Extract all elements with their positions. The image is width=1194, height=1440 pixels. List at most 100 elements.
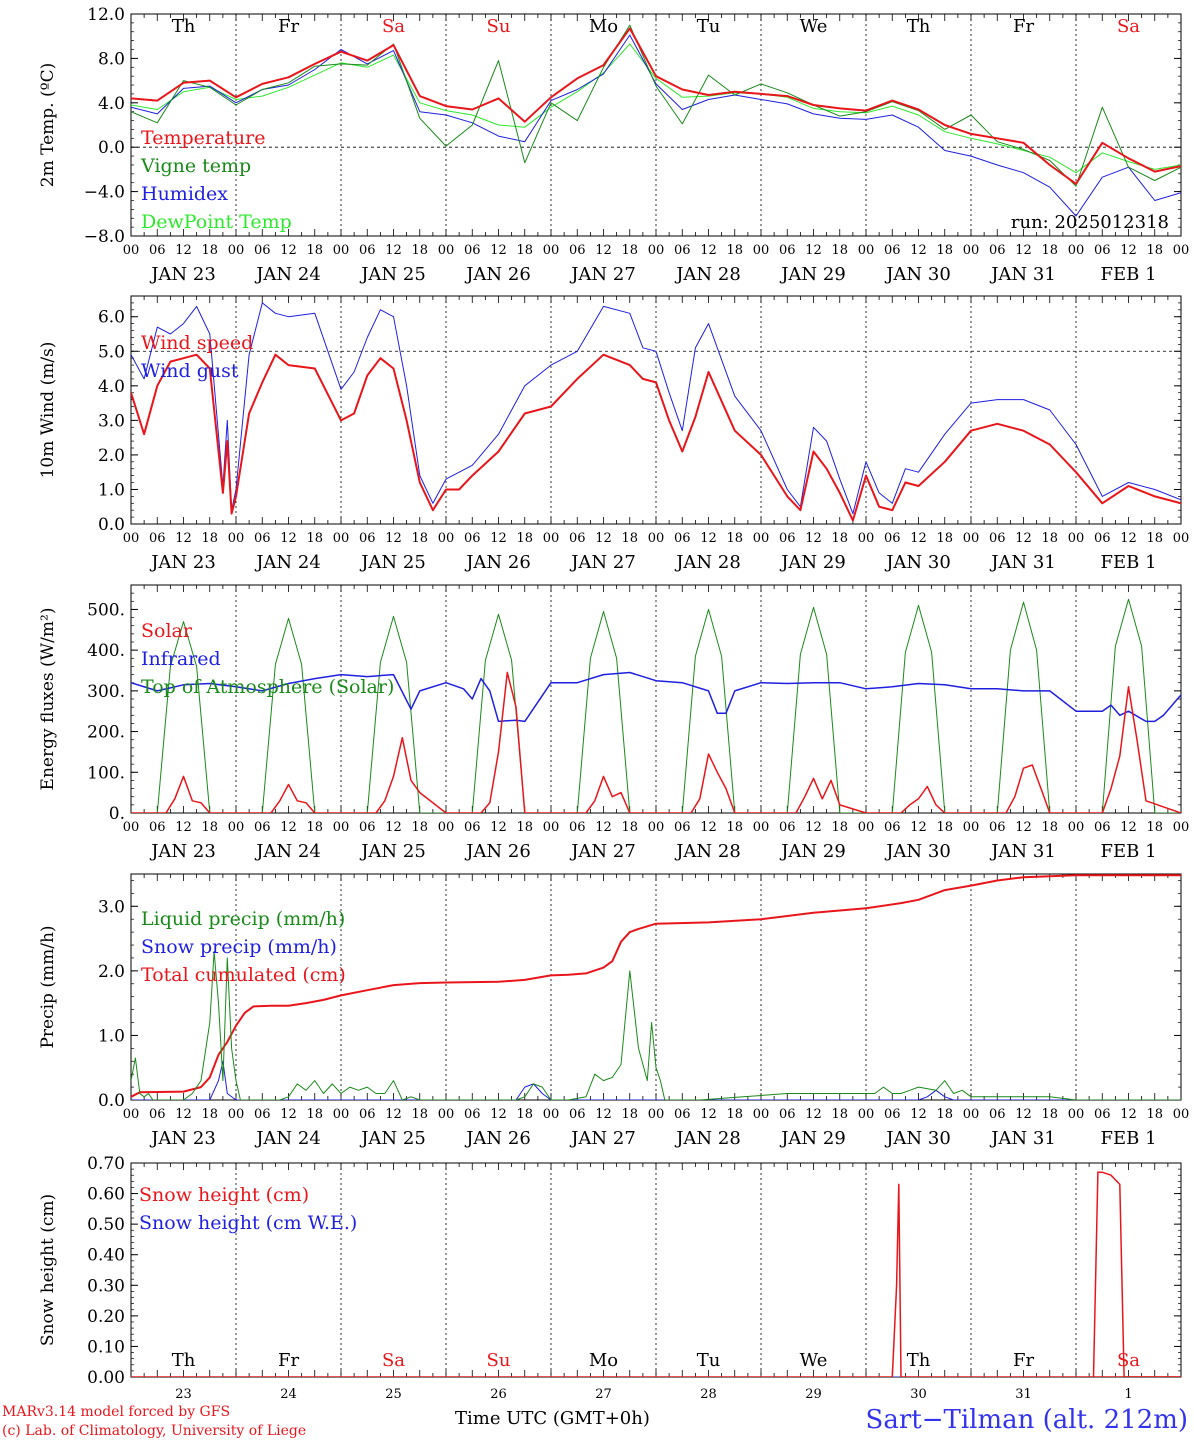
legend-entry: Humidex (141, 183, 228, 205)
hour-tick-label: 06 (359, 820, 376, 835)
y-tick-label: 4.0 (98, 377, 125, 397)
date-label: JAN 28 (674, 264, 741, 285)
date-label: JAN 29 (779, 552, 846, 573)
series-group (131, 1171, 1181, 1377)
hour-tick-label: 12 (1015, 531, 1032, 546)
hour-tick-label: 18 (306, 243, 323, 258)
hour-tick-label: 12 (910, 1107, 927, 1122)
series-line-wind-gust (131, 302, 1181, 515)
date-label: FEB 1 (1100, 841, 1156, 862)
hour-tick-label: 00 (123, 243, 140, 258)
hour-tick-label: 00 (123, 820, 140, 835)
hour-tick-label: 00 (963, 820, 980, 835)
hour-tick-label: 12 (700, 820, 717, 835)
hour-tick-label: 00 (753, 1107, 770, 1122)
hour-tick-label: 06 (779, 243, 796, 258)
hour-tick-label: 06 (464, 1107, 481, 1122)
y-tick-label: 0.0 (98, 515, 125, 535)
y-tick-label: 0.20 (87, 1307, 125, 1327)
series-line-wind-speed (131, 353, 1181, 522)
hour-tick-label: 12 (385, 820, 402, 835)
hour-tick-label: 06 (149, 820, 166, 835)
date-label: JAN 28 (674, 841, 741, 862)
hour-tick-label: 12 (1120, 1107, 1137, 1122)
hour-tick-label: 18 (726, 820, 743, 835)
hour-tick-label: 18 (621, 531, 638, 546)
hour-tick-label: 06 (779, 531, 796, 546)
hour-tick-label: 18 (306, 820, 323, 835)
hour-tick-label: 18 (306, 531, 323, 546)
hour-tick-label: 00 (753, 531, 770, 546)
y-tick-label: 5.0 (98, 342, 125, 362)
footer-lab-line: (c) Lab. of Climatology, University of L… (2, 1423, 306, 1439)
hour-tick-label: 06 (1094, 531, 1111, 546)
weekday-label: Mo (589, 1350, 618, 1371)
hour-tick-label: 12 (805, 1107, 822, 1122)
date-label: JAN 31 (989, 1128, 1056, 1149)
date-label: JAN 25 (359, 552, 426, 573)
hour-tick-label: 06 (989, 820, 1006, 835)
series-group (131, 598, 1181, 813)
hour-tick-label: 00 (858, 243, 875, 258)
hour-tick-label: 00 (858, 820, 875, 835)
legend-entry: Wind speed (141, 332, 253, 354)
hour-tick-label: 12 (910, 820, 927, 835)
date-label: JAN 28 (674, 1128, 741, 1149)
hour-tick-label: 00 (1173, 531, 1190, 546)
series-group (131, 874, 1181, 1100)
date-label: JAN 26 (464, 1128, 531, 1149)
hour-tick-label: 12 (595, 243, 612, 258)
y-tick-label: 0.0 (98, 138, 125, 158)
hour-tick-label: 12 (385, 1107, 402, 1122)
hour-tick-label: 00 (1173, 1107, 1190, 1122)
hour-tick-label: 18 (306, 1107, 323, 1122)
y-tick-label: 0.50 (87, 1215, 125, 1235)
date-label: JAN 29 (779, 1128, 846, 1149)
hour-tick-label: 18 (516, 243, 533, 258)
hour-tick-label: 00 (543, 531, 560, 546)
day-number-label: 25 (385, 1387, 402, 1402)
weekday-label: Tu (697, 16, 721, 37)
hour-tick-label: 12 (280, 243, 297, 258)
hour-tick-label: 06 (884, 531, 901, 546)
y-tick-label: 3.0 (98, 897, 125, 917)
hour-tick-label: 06 (1094, 820, 1111, 835)
y-tick-label: 2.0 (98, 962, 125, 982)
weekday-label: We (800, 16, 828, 37)
hour-tick-label: 06 (254, 531, 271, 546)
hour-tick-label: 12 (1120, 243, 1137, 258)
day-number-label: 29 (805, 1387, 822, 1402)
date-label: JAN 25 (359, 841, 426, 862)
hour-tick-label: 18 (726, 531, 743, 546)
hour-tick-label: 06 (569, 243, 586, 258)
legend-entry: Liquid precip (mm/h) (141, 908, 345, 930)
date-label: JAN 30 (884, 552, 951, 573)
hour-tick-label: 06 (1094, 243, 1111, 258)
run-annotation: run: 2025012318 (1011, 212, 1169, 233)
hour-tick-label: 00 (1068, 531, 1085, 546)
weekday-label: Fr (278, 1350, 299, 1371)
date-label: JAN 31 (989, 264, 1056, 285)
hour-tick-label: 18 (1146, 1107, 1163, 1122)
hour-tick-label: 06 (884, 243, 901, 258)
y-tick-label: 6.0 (98, 308, 125, 328)
y-tick-label: 3.0 (98, 411, 125, 431)
date-label: JAN 25 (359, 264, 426, 285)
weekday-label: Su (487, 16, 511, 37)
y-tick-label: 8.0 (98, 49, 125, 69)
hour-tick-label: 06 (254, 820, 271, 835)
date-label: JAN 27 (569, 1128, 636, 1149)
y-tick-label: 0.30 (87, 1276, 125, 1296)
hour-tick-label: 18 (1146, 243, 1163, 258)
legend-entry: Top of Atmosphere (Solar) (141, 676, 394, 698)
hour-tick-label: 06 (464, 820, 481, 835)
hour-tick-label: 12 (805, 531, 822, 546)
weekday-label: Tu (697, 1350, 721, 1371)
hour-tick-label: 06 (989, 531, 1006, 546)
hour-tick-label: 00 (333, 820, 350, 835)
hour-tick-label: 12 (700, 243, 717, 258)
hour-tick-label: 06 (254, 243, 271, 258)
hour-tick-label: 00 (963, 243, 980, 258)
y-axis-label: Precip (mm/h) (38, 925, 58, 1048)
hour-tick-label: 18 (621, 820, 638, 835)
